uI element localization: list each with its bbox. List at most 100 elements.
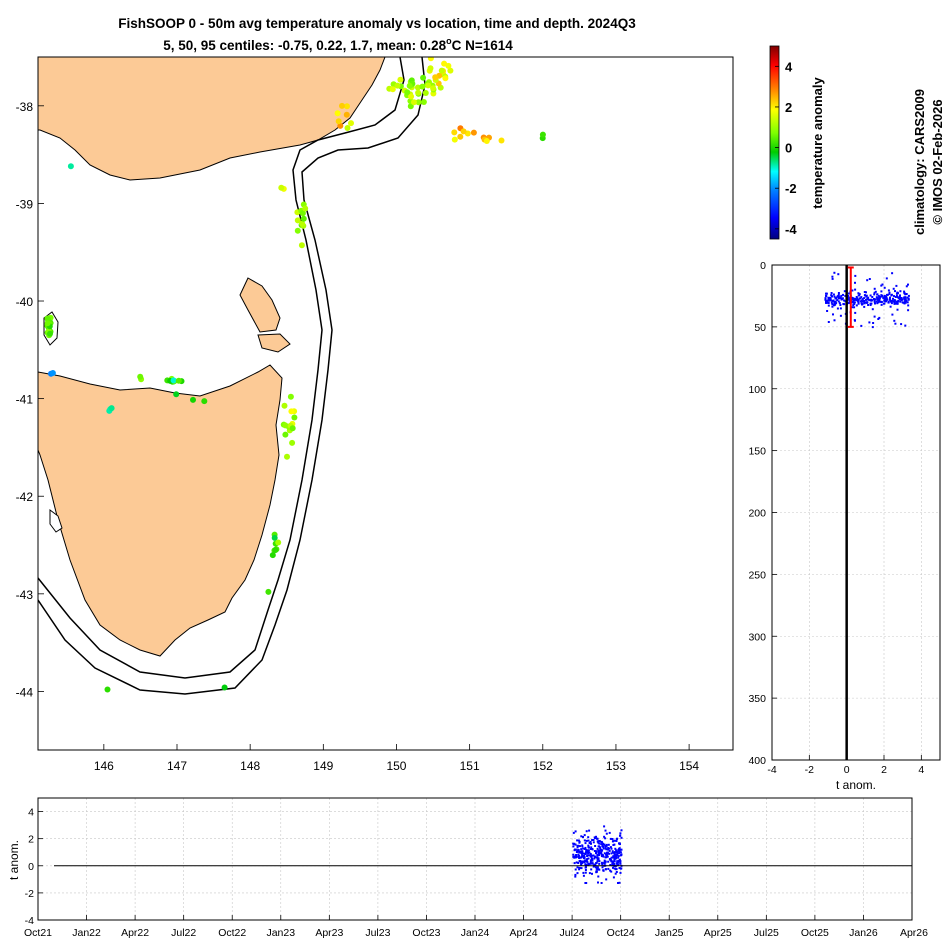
ts-point xyxy=(619,832,622,835)
land-mainland xyxy=(38,57,386,181)
ts-point xyxy=(593,850,596,852)
depth-point xyxy=(873,315,876,318)
depth-point xyxy=(869,294,872,297)
depth-point xyxy=(839,307,842,310)
ts-point xyxy=(618,842,621,845)
depth-point xyxy=(905,285,908,288)
chart-title-line2: 5, 50, 95 centiles: -0.75, 0.22, 1.7, me… xyxy=(163,36,513,53)
ts-point xyxy=(608,852,610,855)
depth-point xyxy=(874,302,876,305)
map-point xyxy=(287,393,294,400)
depth-point xyxy=(907,294,910,297)
depth-point xyxy=(824,297,827,300)
ts-point xyxy=(611,838,614,840)
depth-point xyxy=(907,304,910,307)
depth-point xyxy=(827,304,830,307)
depth-point xyxy=(856,297,859,300)
ts-point xyxy=(610,852,613,855)
map-point xyxy=(539,131,546,138)
map-point xyxy=(470,129,477,136)
ts-x-tick-label: Jul24 xyxy=(560,927,585,939)
ts-point xyxy=(612,866,614,869)
ts-point xyxy=(576,839,579,842)
ts-point xyxy=(572,845,575,848)
depth-point xyxy=(830,292,833,294)
ts-point xyxy=(574,830,577,833)
ts-point xyxy=(574,856,577,859)
map-point xyxy=(173,391,180,398)
depth-point xyxy=(852,304,855,307)
depth-point xyxy=(833,301,836,304)
ts-point xyxy=(572,842,575,845)
depth-point xyxy=(857,301,860,304)
ts-point xyxy=(573,842,576,845)
map-point xyxy=(451,129,458,136)
ts-point xyxy=(576,846,579,849)
ts-point xyxy=(620,829,623,832)
depth-point xyxy=(863,305,866,308)
ts-x-tick-label: Jan24 xyxy=(461,927,490,939)
ts-point xyxy=(583,855,586,858)
ts-x-tick-label: Apr23 xyxy=(315,927,343,939)
ts-point xyxy=(601,841,603,844)
ts-point xyxy=(597,858,600,861)
ts-point xyxy=(604,868,607,871)
ts-point xyxy=(592,865,595,868)
depth-point xyxy=(828,298,831,301)
depth-point xyxy=(847,294,849,297)
map-point xyxy=(457,133,464,140)
ts-point xyxy=(603,852,606,855)
ts-point xyxy=(605,878,608,881)
depth-point xyxy=(831,303,834,306)
ts-point xyxy=(600,851,603,854)
ts-point xyxy=(608,849,611,852)
depth-point xyxy=(830,295,833,298)
depth-point xyxy=(859,297,862,300)
ts-point xyxy=(612,862,615,865)
depth-point xyxy=(833,319,836,322)
ts-point xyxy=(572,831,575,834)
ts-point xyxy=(604,829,607,832)
depth-point xyxy=(837,294,840,296)
depth-point xyxy=(857,294,860,297)
depth-point xyxy=(903,291,906,294)
colorbar-tick-label: 4 xyxy=(785,59,793,74)
map-x-tick-label: 151 xyxy=(460,759,480,773)
depth-point xyxy=(893,299,896,302)
map-point xyxy=(397,76,404,83)
depth-point xyxy=(873,287,876,290)
ts-point xyxy=(615,871,618,873)
depth-point xyxy=(907,283,909,286)
depth-point xyxy=(833,295,836,298)
ts-point xyxy=(574,875,577,878)
map-x-tick-label: 148 xyxy=(240,759,260,773)
map-point xyxy=(460,128,467,135)
ts-point xyxy=(600,855,603,858)
depth-point xyxy=(882,296,885,299)
depth-x-tick-label: -2 xyxy=(805,764,814,776)
depth-point xyxy=(837,273,840,276)
ts-point xyxy=(581,850,584,853)
map-points xyxy=(44,57,546,693)
depth-point xyxy=(854,297,856,300)
depth-point xyxy=(881,283,884,286)
depth-point xyxy=(848,296,851,299)
ts-point xyxy=(600,843,603,846)
ts-point xyxy=(595,850,598,853)
ts-point xyxy=(585,851,587,854)
depth-point xyxy=(863,301,866,304)
ts-point xyxy=(588,863,591,866)
ts-point xyxy=(587,857,590,860)
ts-y-tick-label: 4 xyxy=(28,807,34,819)
ts-point xyxy=(594,866,597,869)
depth-point xyxy=(873,291,876,294)
ts-point xyxy=(614,872,617,875)
depth-point xyxy=(873,298,875,300)
ts-point xyxy=(597,840,600,843)
depth-point xyxy=(835,302,838,305)
depth-point xyxy=(884,300,887,303)
ts-point xyxy=(617,863,620,866)
ts-point xyxy=(596,856,599,859)
depth-point xyxy=(836,299,839,302)
ts-x-tick-label: Jul25 xyxy=(754,927,779,939)
